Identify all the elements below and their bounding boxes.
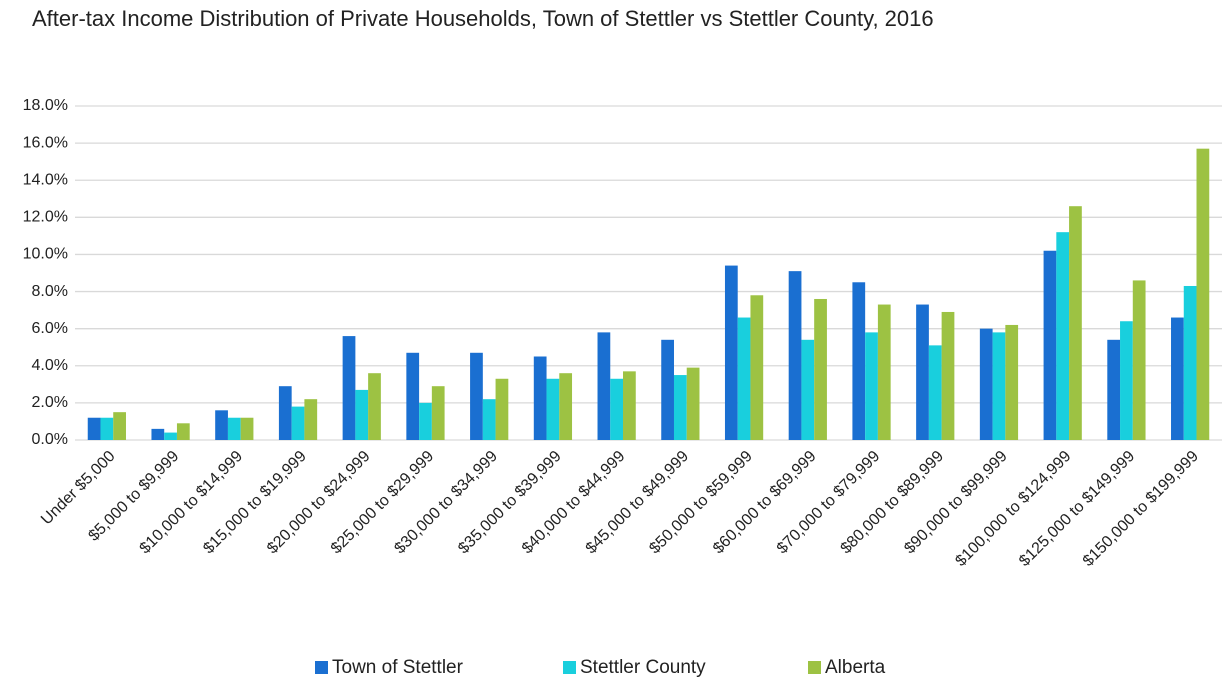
- x-tick-label: $100,000 to $124,999: [952, 448, 1074, 570]
- bar: [342, 336, 356, 440]
- bar: [1107, 339, 1121, 440]
- bar: [1043, 250, 1057, 440]
- bar: [788, 271, 802, 440]
- bar: [1069, 206, 1082, 440]
- y-tick-label: 16.0%: [23, 134, 68, 151]
- bar: [431, 386, 445, 440]
- bar: [1005, 324, 1019, 440]
- bar: [610, 378, 624, 440]
- bar: [1056, 232, 1070, 440]
- bar: [916, 304, 929, 440]
- bar: [724, 265, 738, 440]
- bar: [368, 373, 381, 440]
- bar: [814, 298, 827, 440]
- y-tick-label: 6.0%: [32, 320, 68, 337]
- bar: [470, 352, 483, 440]
- bar: [737, 317, 751, 440]
- y-tick-label: 10.0%: [23, 246, 68, 263]
- y-tick-label: 0.0%: [32, 431, 68, 448]
- bar: [992, 332, 1006, 440]
- bar: [801, 339, 815, 440]
- bar: [852, 282, 866, 440]
- chart-title: After-tax Income Distribution of Private…: [32, 6, 934, 31]
- bar: [419, 402, 432, 440]
- x-tick-label: $125,000 to $149,999: [1016, 448, 1138, 570]
- bar: [1132, 280, 1146, 440]
- bar: [100, 417, 114, 440]
- y-tick-label: 4.0%: [32, 357, 68, 374]
- bar: [291, 406, 305, 440]
- legend-swatch: [808, 661, 821, 674]
- bar: [278, 386, 292, 440]
- legend-label: Alberta: [825, 657, 886, 678]
- bar: [546, 378, 560, 440]
- bar: [164, 432, 177, 440]
- legend: Town of Stettler Stettler County Alberta: [315, 657, 886, 678]
- legend-swatch: [563, 661, 576, 674]
- bar: [941, 311, 955, 440]
- bar: [406, 352, 420, 440]
- y-tick-label: 8.0%: [32, 283, 68, 300]
- bar: [113, 412, 126, 440]
- bar: [87, 417, 101, 440]
- legend-swatch: [315, 661, 328, 674]
- bar: [215, 410, 228, 440]
- bar: [533, 356, 547, 440]
- bar: [559, 373, 573, 440]
- bar: [623, 371, 636, 440]
- y-tick-label: 18.0%: [23, 97, 68, 114]
- x-tick-label: $150,000 to $199,999: [1080, 448, 1202, 570]
- y-tick-label: 2.0%: [32, 394, 68, 411]
- bar: [597, 332, 611, 440]
- bar: [661, 339, 674, 440]
- bar: [240, 417, 254, 440]
- bar: [686, 367, 700, 440]
- bar: [928, 345, 942, 440]
- bar: [151, 428, 165, 440]
- bar: [877, 304, 891, 440]
- bar: [673, 375, 687, 440]
- bar: [227, 417, 241, 440]
- bar: [495, 378, 509, 440]
- bar: [1171, 317, 1184, 440]
- bar: [304, 399, 318, 440]
- bar: [355, 389, 369, 440]
- legend-label: Town of Stettler: [332, 657, 464, 678]
- bar: [1183, 285, 1197, 440]
- bar: [865, 332, 878, 440]
- y-tick-label: 14.0%: [23, 171, 68, 188]
- bar: [1120, 321, 1133, 440]
- bar: [482, 399, 496, 440]
- bar: [1196, 148, 1210, 440]
- bar: [176, 423, 190, 440]
- y-tick-label: 12.0%: [23, 209, 68, 226]
- bar: [979, 328, 993, 440]
- legend-label: Stettler County: [580, 657, 706, 678]
- bar: [750, 295, 764, 440]
